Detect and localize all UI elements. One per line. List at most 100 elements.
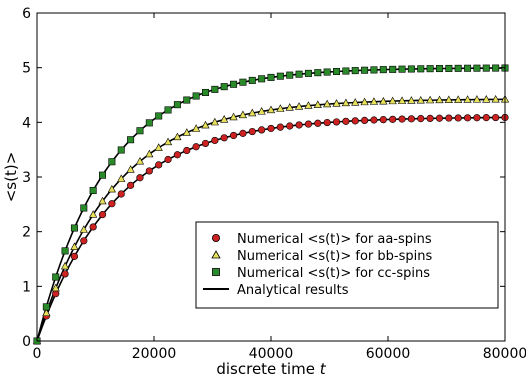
data-point	[341, 98, 350, 107]
data-point	[248, 76, 256, 84]
legend-label-aa: Numerical <s(t)> for aa-spins	[237, 232, 432, 247]
data-point	[482, 64, 490, 72]
data-point	[211, 85, 219, 93]
data-point	[389, 65, 397, 73]
data-point	[332, 118, 341, 126]
data-point	[136, 127, 144, 135]
data-point	[472, 95, 482, 103]
legend-marker-bb	[211, 250, 221, 259]
data-point	[229, 131, 238, 140]
data-point	[454, 64, 462, 72]
data-point	[332, 99, 341, 107]
data-point	[304, 101, 313, 109]
data-point	[89, 186, 97, 194]
data-point	[276, 123, 284, 131]
data-point	[416, 95, 425, 104]
data-point	[266, 105, 276, 114]
data-point	[285, 103, 294, 111]
data-point	[89, 210, 98, 218]
y-tick-label: 1	[22, 279, 31, 295]
legend-marker-cc	[212, 268, 220, 276]
data-point	[304, 120, 313, 128]
data-point	[107, 184, 116, 193]
data-point	[313, 100, 322, 108]
data-point	[351, 117, 359, 125]
data-point	[210, 117, 219, 126]
data-point	[370, 116, 378, 124]
data-point	[182, 128, 191, 136]
data-point	[229, 112, 238, 121]
data-point	[145, 119, 153, 127]
data-point	[286, 71, 294, 79]
data-point	[294, 102, 304, 110]
data-point	[211, 136, 219, 145]
data-point	[135, 156, 145, 165]
data-point	[239, 129, 247, 137]
legend-label-analytical: Analytical results	[237, 283, 349, 298]
data-point	[426, 95, 435, 104]
data-point	[435, 65, 443, 73]
legend-item-cc: Numerical <s(t)> for cc-spins	[212, 266, 430, 281]
data-point	[183, 146, 191, 155]
data-point	[417, 115, 425, 123]
data-points	[32, 64, 510, 345]
data-point	[482, 95, 491, 103]
data-point	[220, 115, 229, 123]
y-tick-label: 0	[22, 334, 31, 350]
data-point	[89, 223, 97, 231]
series-0-points	[33, 113, 509, 345]
data-point	[407, 115, 416, 123]
data-point	[370, 66, 378, 74]
data-point	[42, 308, 51, 317]
data-point	[351, 98, 360, 106]
data-point	[360, 97, 369, 106]
data-point	[304, 69, 312, 77]
legend-marker-aa	[211, 233, 220, 242]
data-point	[397, 96, 407, 104]
x-axis-title: discrete time t	[216, 360, 326, 378]
legend-item-analytical: Analytical results	[203, 283, 349, 298]
data-point	[389, 115, 397, 123]
x-tick-label: 40000	[249, 346, 294, 362]
data-point	[276, 104, 285, 112]
data-point	[323, 99, 332, 108]
data-point	[379, 116, 387, 124]
data-point	[295, 121, 303, 129]
data-point	[398, 65, 406, 73]
data-point	[333, 68, 341, 76]
data-point	[70, 224, 78, 232]
data-point	[154, 143, 163, 151]
data-point	[454, 114, 462, 122]
data-point	[42, 303, 50, 311]
data-point	[454, 95, 463, 103]
data-point	[398, 115, 406, 123]
x-tick-label: 0	[33, 346, 42, 362]
data-point	[323, 68, 331, 76]
data-point	[426, 114, 434, 123]
data-point	[417, 65, 425, 73]
legend-label-bb: Numerical <s(t)> for bb-spins	[237, 249, 432, 264]
data-point	[258, 126, 266, 134]
data-point	[463, 114, 472, 122]
data-point	[491, 94, 500, 103]
data-point	[435, 95, 444, 104]
data-point	[183, 96, 191, 104]
data-point	[323, 118, 331, 127]
data-point	[248, 127, 256, 136]
data-point	[51, 283, 60, 292]
data-point	[463, 95, 472, 103]
data-point	[286, 122, 294, 130]
data-point	[407, 65, 415, 73]
data-point	[314, 69, 322, 77]
x-tick-label: 80000	[483, 346, 526, 362]
data-point	[52, 273, 60, 281]
data-point	[444, 95, 453, 104]
data-point	[201, 139, 210, 148]
data-point	[192, 92, 200, 100]
data-point	[258, 75, 266, 83]
y-tick-label: 2	[22, 225, 31, 241]
data-point	[117, 190, 125, 198]
legend: Numerical <s(t)> for aa-spins Numerical …	[195, 221, 499, 309]
data-point	[145, 149, 154, 158]
data-point	[117, 146, 125, 154]
